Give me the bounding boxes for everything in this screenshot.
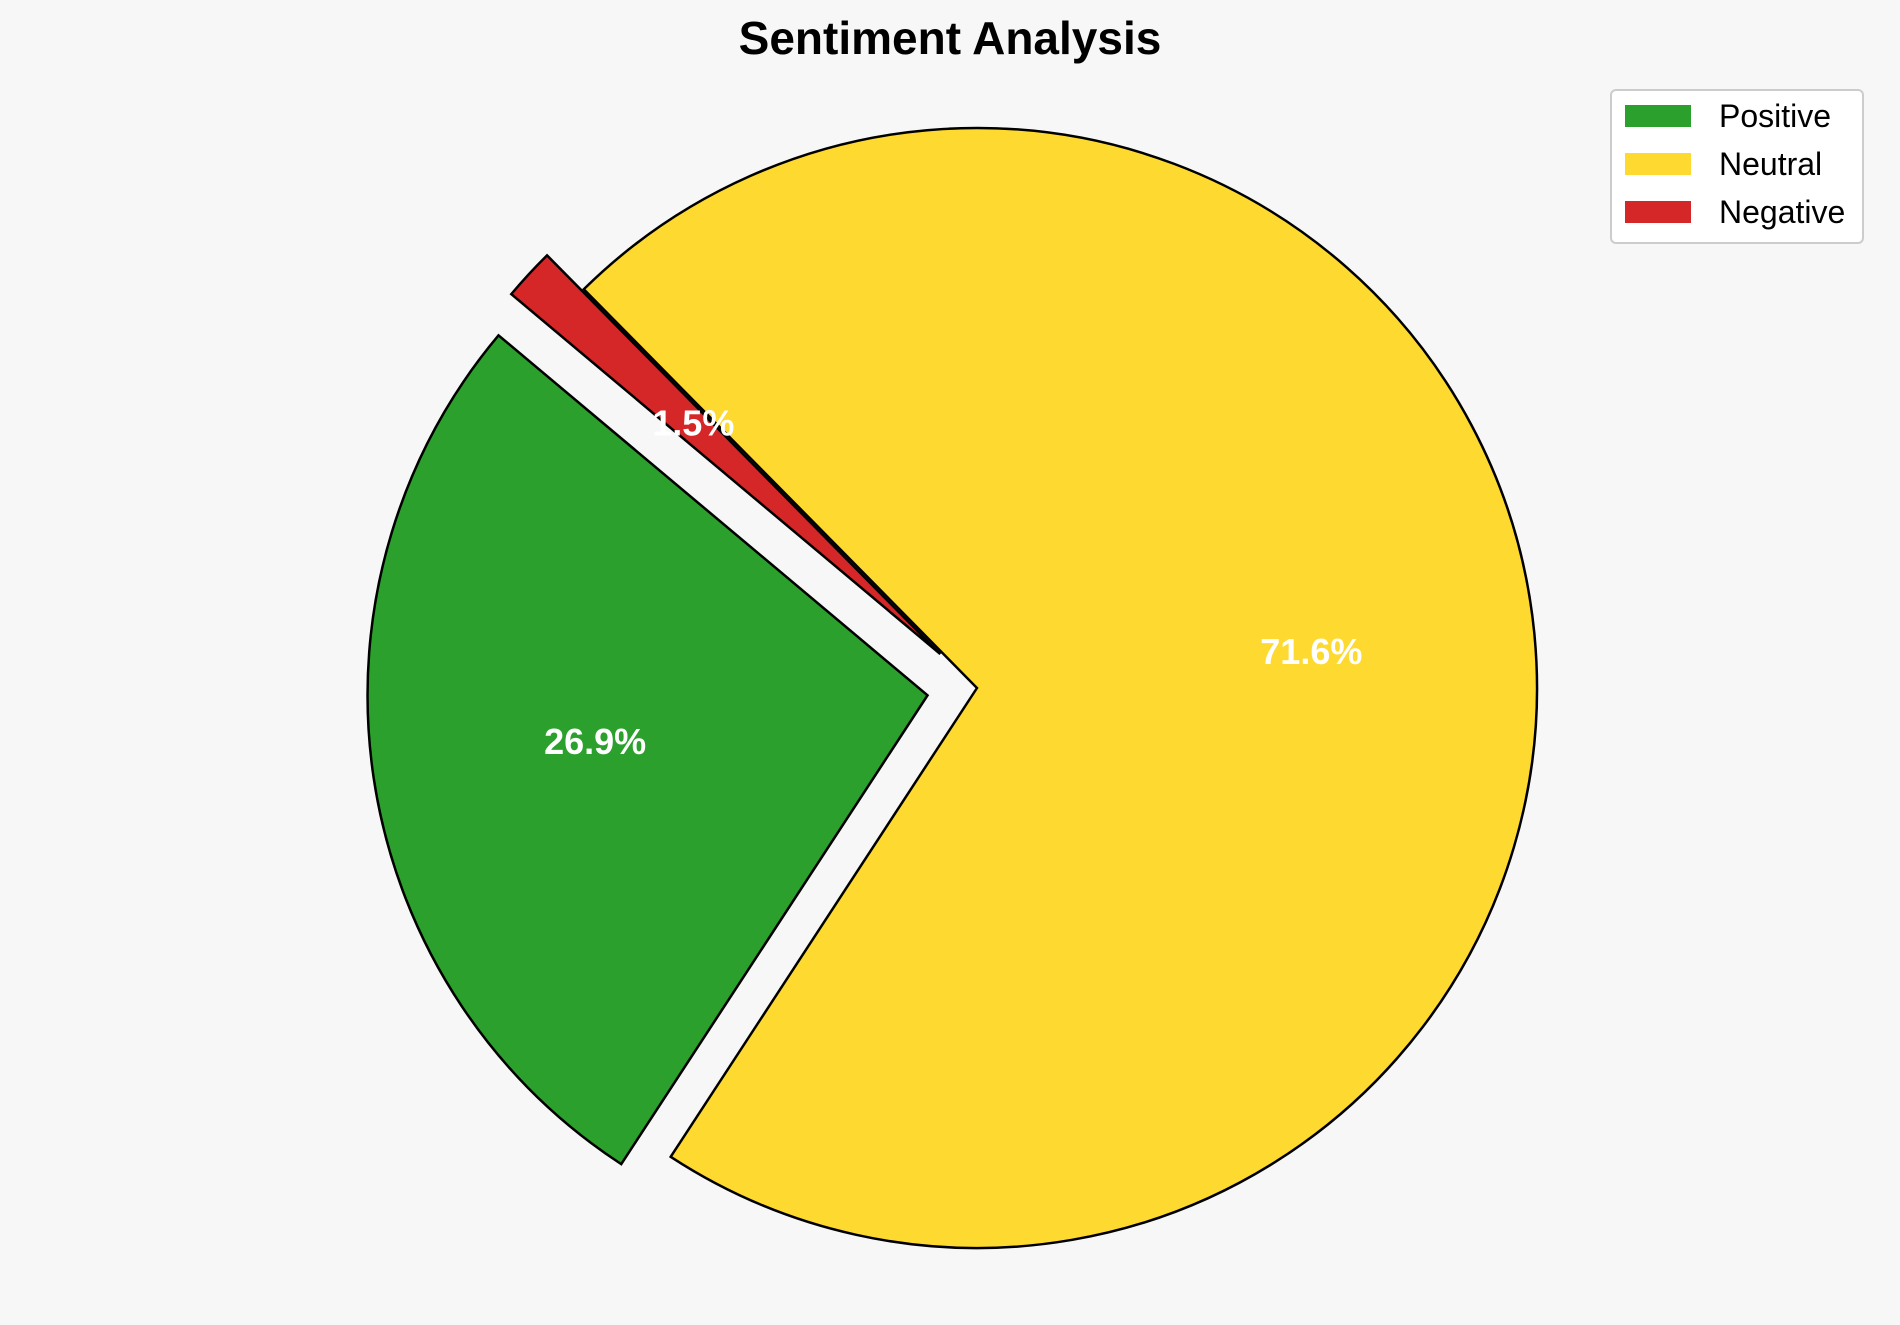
slice-label-negative: 1.5%	[652, 403, 734, 444]
pie-slices	[366, 126, 1539, 1250]
legend-label-neutral: Neutral	[1719, 146, 1822, 182]
legend-swatch-negative	[1625, 201, 1691, 223]
legend-swatch-neutral	[1625, 153, 1691, 175]
slice-label-neutral: 71.6%	[1260, 631, 1362, 672]
pie-slice-neutral	[582, 126, 1539, 1250]
legend-label-negative: Negative	[1719, 194, 1845, 230]
legend-swatch-positive	[1625, 105, 1691, 127]
chart-title: Sentiment Analysis	[739, 12, 1162, 64]
legend-label-positive: Positive	[1719, 98, 1831, 134]
pie-value-labels: 26.9% 71.6% 1.5%	[544, 403, 1362, 762]
legend: Positive Neutral Negative	[1610, 89, 1864, 244]
slice-label-positive: 26.9%	[544, 721, 646, 762]
pie-slice-positive	[366, 333, 930, 1166]
pie-slice-negative	[509, 253, 942, 656]
